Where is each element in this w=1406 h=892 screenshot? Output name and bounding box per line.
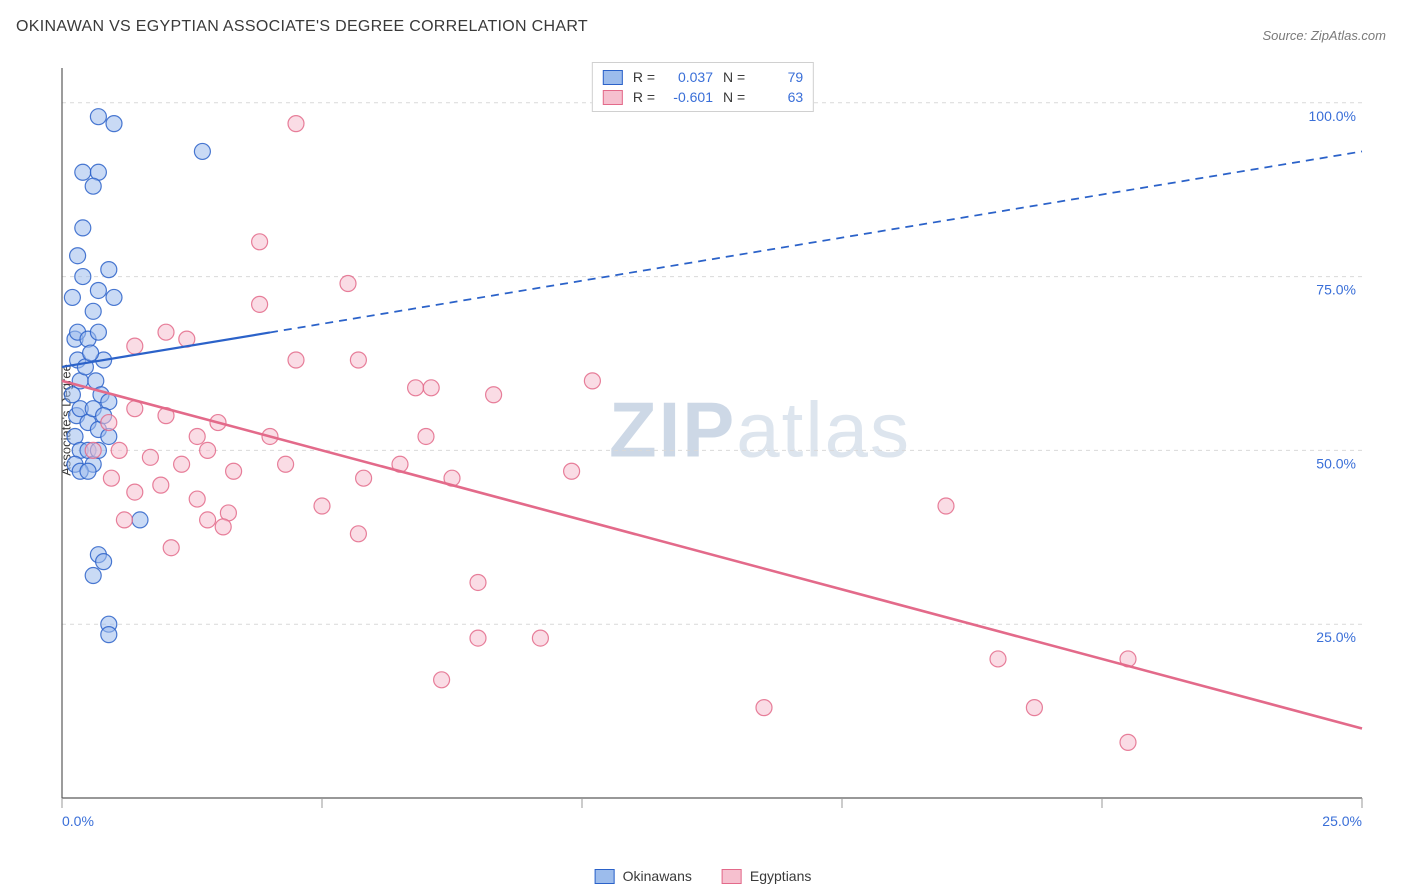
stats-row-okinawans: R = 0.037 N = 79 xyxy=(603,67,803,87)
r-label: R = xyxy=(633,89,655,105)
swatch-icon xyxy=(595,869,615,884)
scatter-chart: 25.0% 50.0% 75.0% 100.0% 0.0% 25.0% xyxy=(52,58,1386,838)
chart-container: OKINAWAN VS EGYPTIAN ASSOCIATE'S DEGREE … xyxy=(0,0,1406,892)
source-attribution: Source: ZipAtlas.com xyxy=(1262,28,1386,43)
stats-row-egyptians: R = -0.601 N = 63 xyxy=(603,87,803,107)
legend-label: Egyptians xyxy=(750,868,811,884)
n-label: N = xyxy=(723,69,745,85)
plot-area: 25.0% 50.0% 75.0% 100.0% 0.0% 25.0% xyxy=(52,58,1386,838)
svg-text:0.0%: 0.0% xyxy=(62,813,94,829)
swatch-icon xyxy=(603,90,623,105)
series-legend: Okinawans Egyptians xyxy=(595,868,812,884)
stats-legend: R = 0.037 N = 79 R = -0.601 N = 63 xyxy=(592,62,814,112)
svg-text:25.0%: 25.0% xyxy=(1316,629,1356,645)
r-value: -0.601 xyxy=(665,89,713,105)
n-label: N = xyxy=(723,89,745,105)
legend-item-okinawans: Okinawans xyxy=(595,868,692,884)
svg-text:50.0%: 50.0% xyxy=(1316,455,1356,471)
legend-label: Okinawans xyxy=(623,868,692,884)
swatch-icon xyxy=(603,70,623,85)
svg-text:25.0%: 25.0% xyxy=(1322,813,1362,829)
swatch-icon xyxy=(722,869,742,884)
r-label: R = xyxy=(633,69,655,85)
n-value: 63 xyxy=(755,89,803,105)
legend-item-egyptians: Egyptians xyxy=(722,868,811,884)
svg-text:75.0%: 75.0% xyxy=(1316,282,1356,298)
source-prefix: Source: xyxy=(1262,28,1310,43)
source-name: ZipAtlas.com xyxy=(1311,28,1386,43)
r-value: 0.037 xyxy=(665,69,713,85)
svg-text:100.0%: 100.0% xyxy=(1309,108,1356,124)
chart-title: OKINAWAN VS EGYPTIAN ASSOCIATE'S DEGREE … xyxy=(16,18,588,36)
n-value: 79 xyxy=(755,69,803,85)
